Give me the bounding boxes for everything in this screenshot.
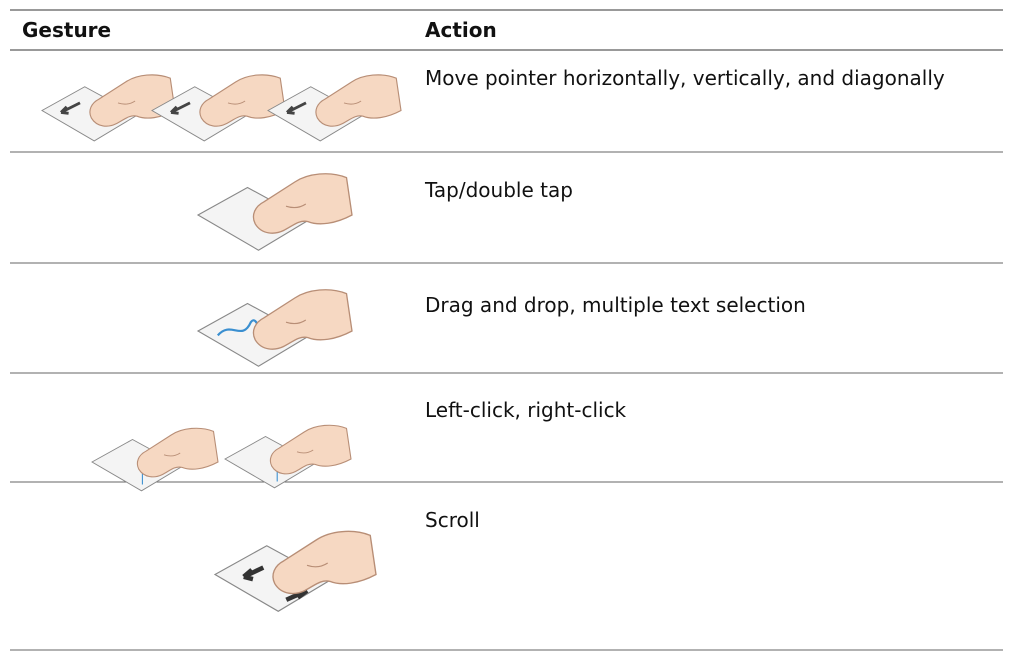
action-text: Scroll [425, 508, 480, 532]
gesture-illustration [151, 74, 286, 142]
finger-crease [306, 562, 329, 568]
action-text: Move pointer horizontally, vertically, a… [425, 66, 945, 90]
hand [89, 74, 176, 127]
finger-crease [296, 449, 314, 454]
finger-crease [227, 100, 246, 105]
gesture-illustration [196, 173, 353, 251]
gesture-illustration [41, 74, 176, 142]
hand [252, 173, 353, 234]
header-gesture: Gesture [22, 18, 112, 42]
arrow [59, 101, 81, 115]
gesture-illustration [91, 427, 219, 492]
finger-crease [343, 100, 362, 105]
hand [252, 289, 353, 350]
hand [136, 427, 219, 478]
hand [269, 424, 352, 475]
finger-crease [285, 319, 307, 325]
hand [199, 74, 286, 127]
action-text: Left-click, right-click [425, 398, 627, 422]
gesture-illustration [267, 74, 402, 142]
scroll-arrow [242, 565, 265, 582]
finger-crease [285, 203, 307, 209]
action-text: Drag and drop, multiple text selection [425, 293, 806, 317]
gesture-illustration [213, 530, 377, 612]
arrow [169, 101, 191, 115]
hand [272, 530, 377, 595]
arrow [285, 101, 307, 115]
finger-crease [117, 100, 136, 105]
action-text: Tap/double tap [425, 178, 573, 202]
finger-crease [163, 452, 181, 457]
gesture-illustration [196, 289, 353, 367]
gesture-illustration [224, 424, 352, 489]
header-action: Action [425, 18, 497, 42]
hand [315, 74, 402, 127]
